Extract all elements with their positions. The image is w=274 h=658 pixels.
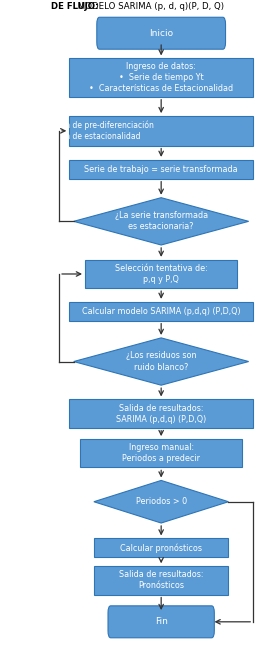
Text: Ingreso de datos:
•  Serie de tiempo Yt
•  Características de Estacionalidad: Ingreso de datos: • Serie de tiempo Yt •… [89, 62, 233, 93]
Text: Ingreso manual:
Periodos a predecir: Ingreso manual: Periodos a predecir [122, 443, 200, 463]
FancyBboxPatch shape [69, 302, 253, 320]
Text: Fin: Fin [155, 617, 168, 626]
FancyBboxPatch shape [94, 566, 229, 595]
FancyBboxPatch shape [81, 439, 242, 467]
Text: Calcular pronósticos: Calcular pronósticos [120, 543, 202, 553]
Polygon shape [74, 197, 249, 245]
FancyBboxPatch shape [94, 538, 229, 557]
FancyBboxPatch shape [69, 116, 253, 145]
Text: Salida de resultados:
Pronósticos: Salida de resultados: Pronósticos [119, 570, 203, 590]
FancyBboxPatch shape [85, 260, 237, 288]
FancyBboxPatch shape [69, 160, 253, 179]
Polygon shape [94, 480, 229, 523]
FancyBboxPatch shape [97, 17, 226, 49]
FancyBboxPatch shape [69, 399, 253, 428]
Polygon shape [74, 338, 249, 385]
Text: Calcular modelo SARIMA (p,d,q) (P,D,Q): Calcular modelo SARIMA (p,d,q) (P,D,Q) [82, 307, 241, 316]
FancyBboxPatch shape [69, 59, 253, 97]
Text: Periodos > 0: Periodos > 0 [136, 497, 187, 506]
FancyBboxPatch shape [108, 606, 214, 638]
Text: ¿La serie transformada
es estacionaria?: ¿La serie transformada es estacionaria? [115, 211, 208, 232]
Text: MODELO SARIMA (p, d, q)(P, D, Q): MODELO SARIMA (p, d, q)(P, D, Q) [75, 2, 224, 11]
Text: Inicio: Inicio [149, 29, 173, 38]
Text: Salida de resultados:
SARIMA (p,d,q) (P,D,Q): Salida de resultados: SARIMA (p,d,q) (P,… [116, 403, 206, 424]
Text: Selección tentativa de:
p,q y P,Q: Selección tentativa de: p,q y P,Q [115, 264, 207, 284]
Text: ¿Los residuos son
ruido blanco?: ¿Los residuos son ruido blanco? [126, 351, 196, 372]
Text: Serie de trabajo = serie transformada: Serie de trabajo = serie transformada [84, 164, 238, 174]
Text: DE FLUJO:: DE FLUJO: [51, 2, 99, 11]
Text: •  Transformación de pre-diferenciación
•  Transformación de estacionalidad: • Transformación de pre-diferenciación •… [2, 120, 154, 141]
